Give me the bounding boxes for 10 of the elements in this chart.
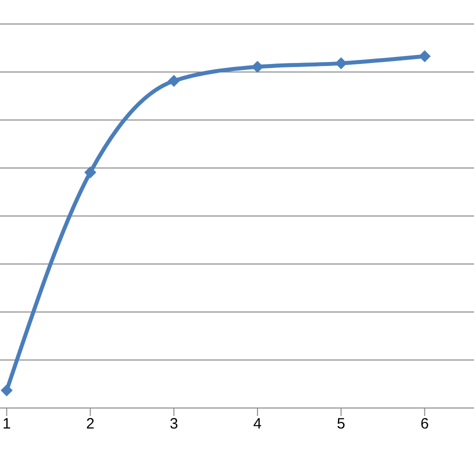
point bbox=[84, 166, 96, 178]
point bbox=[418, 50, 431, 62]
x-tick-label: 2 bbox=[86, 416, 94, 433]
point bbox=[0, 384, 13, 396]
x-tick-label: 4 bbox=[253, 416, 262, 433]
x-tick-label: 3 bbox=[170, 416, 178, 433]
x-tick-label: 6 bbox=[420, 416, 429, 433]
point bbox=[168, 74, 180, 87]
x-tick-label: 5 bbox=[336, 416, 346, 433]
x-tick-label: 1 bbox=[2, 416, 11, 433]
